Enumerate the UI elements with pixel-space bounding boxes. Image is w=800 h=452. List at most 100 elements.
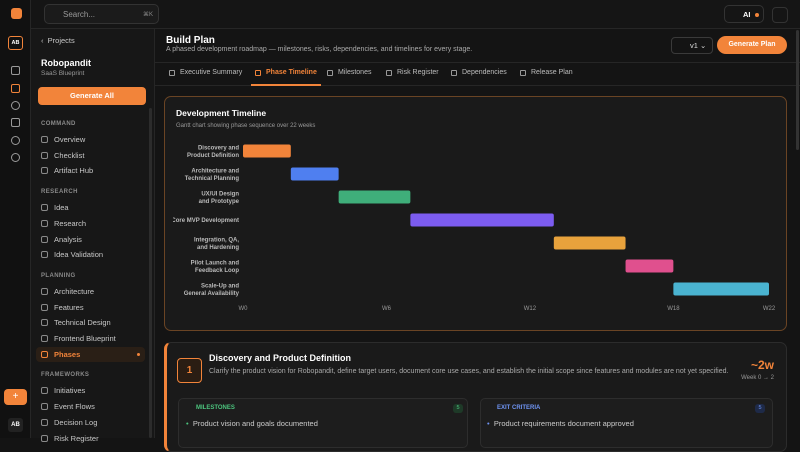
nav-item[interactable]: Event Flows — [54, 402, 95, 412]
section-title: PLANNING — [41, 272, 76, 279]
task-label: Product Definition — [187, 153, 239, 159]
tab-icon — [451, 70, 457, 76]
project-subtitle: SaaS Blueprint — [41, 70, 85, 77]
nav-item[interactable]: Risk Register — [54, 433, 99, 443]
x-tick-label: W12 — [524, 306, 537, 312]
nav-item[interactable]: Artifact Hub — [54, 166, 94, 176]
nav-active-bg — [36, 346, 145, 362]
nav-icon — [41, 350, 48, 358]
tab-underline — [251, 84, 321, 86]
tab[interactable]: Phase Timeline — [266, 69, 317, 76]
nav-item[interactable]: Architecture — [54, 286, 95, 296]
topbar — [31, 0, 800, 29]
rail-icon[interactable] — [11, 136, 20, 145]
back-text: Projects — [47, 36, 75, 45]
rail-icon[interactable] — [11, 66, 20, 75]
nav-active-dot — [137, 352, 140, 356]
rail-icon[interactable] — [11, 84, 20, 93]
phase-number: 1 — [177, 358, 202, 383]
rail-icon[interactable] — [11, 118, 20, 127]
nav-icon — [41, 167, 48, 175]
task-bar — [338, 190, 411, 204]
milestones-count: 5 — [453, 404, 463, 413]
tab[interactable]: Executive Summary — [180, 69, 243, 76]
task-label: Integration, QA, — [194, 237, 239, 243]
nav-item[interactable]: Idea — [54, 203, 69, 213]
add-button[interactable]: + — [4, 389, 27, 405]
rail-icon[interactable] — [11, 101, 20, 110]
task-label: and Hardening — [197, 245, 239, 251]
project-name: Robopandit — [41, 58, 91, 68]
tab[interactable]: Risk Register — [397, 69, 439, 76]
task-bar — [410, 213, 554, 227]
exit-count: 5 — [755, 404, 765, 413]
version: v1 — [690, 41, 698, 50]
nav-icon — [41, 335, 48, 342]
task-label: and Prototype — [199, 199, 240, 205]
tab[interactable]: Milestones — [338, 69, 372, 76]
tab[interactable]: Dependencies — [462, 69, 507, 76]
phase-description: Clarify the product vision for Robopandi… — [209, 368, 729, 375]
task-bar — [553, 236, 626, 250]
milestone-item: • Product vision and goals documented — [186, 419, 318, 428]
search[interactable]: Search... ⌘K — [44, 4, 159, 24]
bell[interactable] — [772, 7, 788, 23]
tab-icon — [169, 70, 175, 76]
phase-title: Discovery and Product Definition — [209, 353, 352, 363]
task-label: Architecture and — [191, 168, 239, 174]
nav-item[interactable]: Checklist — [54, 150, 85, 160]
task-label: Technical Planning — [185, 176, 240, 182]
tab-icon — [386, 70, 392, 76]
sidebar-scrollbar — [149, 108, 152, 438]
task-label: UX/UI Design — [201, 191, 239, 197]
exit-title: EXIT CRITERIA — [497, 405, 541, 411]
ai-label: AI — [743, 10, 751, 19]
nav-item[interactable]: Decision Log — [54, 417, 98, 427]
shortcut: ⌘K — [142, 12, 153, 18]
x-tick-label: W0 — [239, 306, 249, 312]
nav-item[interactable]: Features — [54, 302, 84, 312]
task-label: General Availability — [184, 291, 240, 297]
section-title: FRAMEWORKS — [41, 372, 90, 379]
nav-item[interactable]: Frontend Blueprint — [54, 334, 116, 343]
task-label: Pilot Launch and — [191, 260, 240, 266]
nav-item[interactable]: Research — [54, 218, 87, 228]
x-tick-label: W6 — [382, 306, 392, 312]
generate-plan[interactable]: Generate Plan — [717, 36, 787, 54]
version-select[interactable]: v1 ⌄ — [671, 37, 713, 54]
generate-all[interactable]: Generate All — [38, 87, 146, 105]
tab-icon — [520, 70, 526, 76]
nav-icon — [41, 287, 48, 295]
page-title: Build Plan — [166, 35, 215, 46]
gantt-chart: Development Timeline Gantt chart showing… — [173, 108, 776, 312]
task-bar — [625, 259, 674, 273]
x-tick-label: W18 — [667, 306, 680, 312]
nav-item[interactable]: Idea Validation — [54, 250, 104, 260]
nav-item[interactable]: Initiatives — [54, 386, 86, 396]
ai-button[interactable]: AI — [724, 5, 764, 23]
chart-subtitle: Gantt chart showing phase sequence over … — [176, 123, 315, 129]
tab-icon — [327, 70, 333, 76]
back-link[interactable]: ‹ Projects — [41, 36, 75, 45]
task-label: Feedback Loop — [195, 268, 239, 274]
nav-item[interactable]: Technical Design — [54, 318, 111, 328]
section-title: RESEARCH — [41, 189, 78, 196]
nav-item[interactable]: Phases — [54, 349, 81, 359]
nav-icon — [41, 204, 48, 212]
exit-item: • Product requirements document approved — [487, 419, 634, 428]
nav-icon — [41, 387, 48, 395]
app: AB + AB Search... ⌘K AI ‹ Projects Robop… — [4, 0, 800, 452]
rail-icon[interactable] — [11, 153, 20, 162]
x-tick-label: W22 — [763, 306, 776, 312]
tab[interactable]: Release Plan — [531, 69, 573, 76]
exit-text: Product requirements document approved — [493, 419, 634, 428]
nav-item[interactable]: Overview — [54, 135, 86, 144]
nav-icon — [41, 251, 48, 259]
search-placeholder: Search... — [63, 10, 96, 19]
nav-icon — [41, 151, 48, 159]
chart-title: Development Timeline — [176, 108, 266, 118]
nav-icon — [41, 403, 48, 411]
nav-item[interactable]: Analysis — [54, 234, 82, 244]
footer-avatar[interactable]: AB — [8, 418, 23, 432]
nav-icon — [41, 418, 48, 426]
